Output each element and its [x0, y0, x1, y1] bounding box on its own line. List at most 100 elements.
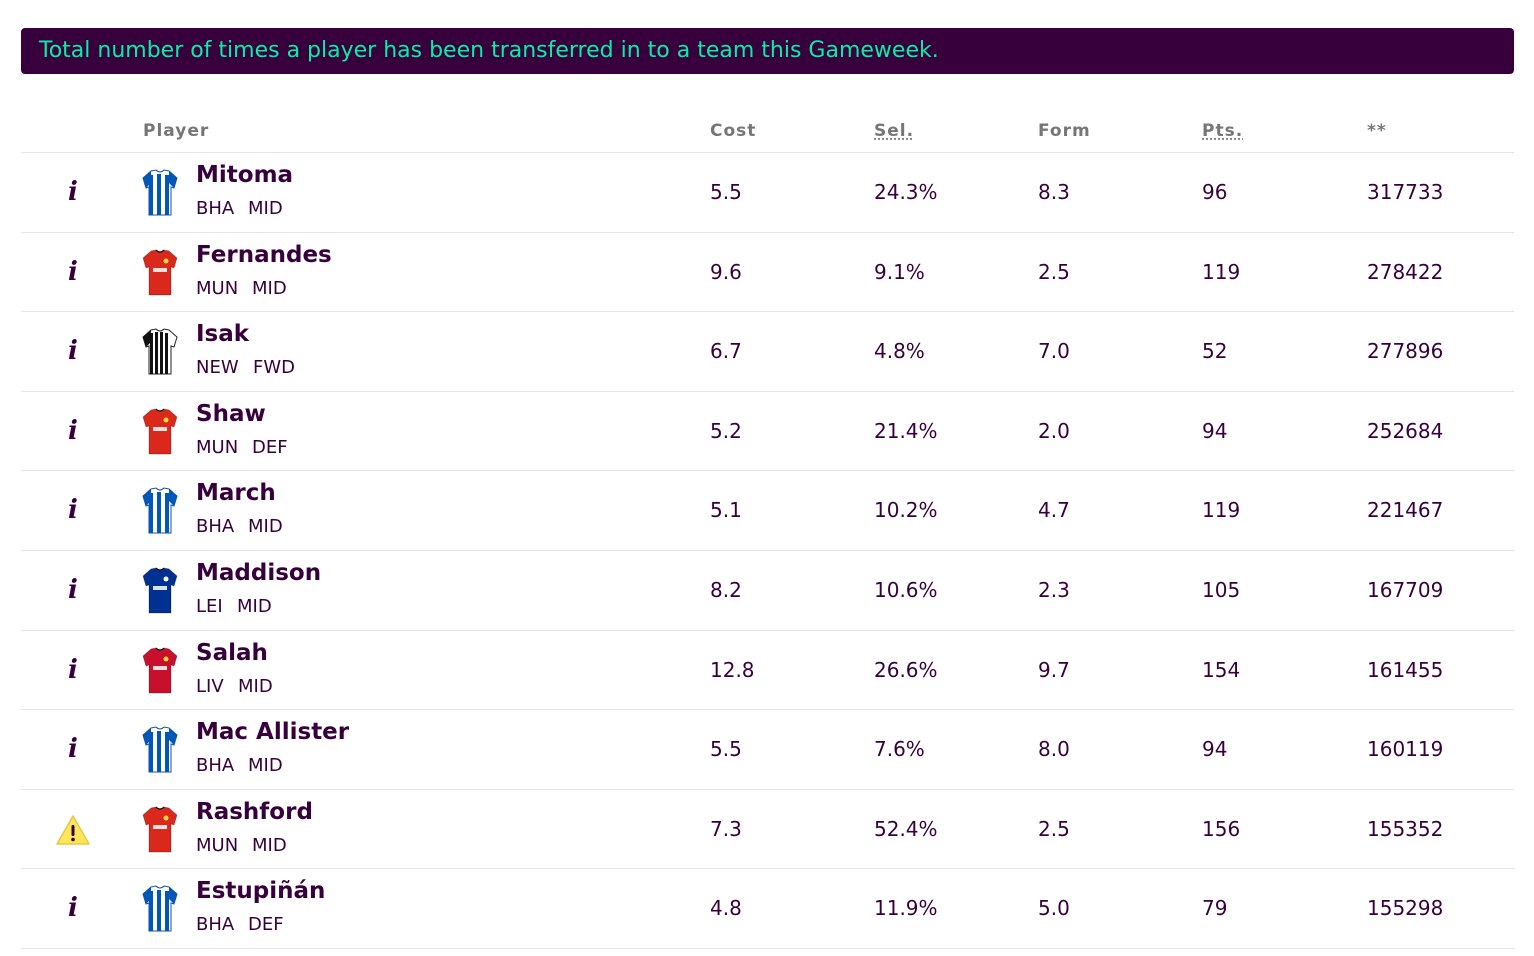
player-cost: 8.2: [710, 577, 742, 602]
team-shirt-icon: [142, 567, 178, 615]
player-name[interactable]: Mac Allister: [196, 719, 350, 746]
player-name[interactable]: Salah: [196, 639, 268, 666]
player-position: MID: [248, 755, 283, 777]
player-position: MID: [238, 675, 273, 697]
team-shirt-icon: [142, 249, 178, 297]
player-transfers-in: 155352: [1367, 816, 1444, 841]
player-team: BHA: [196, 516, 235, 538]
info-icon[interactable]: i: [68, 256, 78, 287]
info-icon[interactable]: i: [68, 177, 78, 207]
player-position: MID: [252, 277, 287, 299]
team-shirt-icon: [142, 806, 178, 854]
player-points: 154: [1202, 657, 1241, 682]
player-selected: 9.1%: [874, 259, 925, 284]
table-row[interactable]: i Mitoma BHA MID 5.5 24.3% 8.3 96 317733: [21, 153, 1514, 233]
info-icon[interactable]: i: [68, 734, 78, 765]
player-transfers-in: 155298: [1367, 896, 1444, 921]
player-position: MID: [237, 595, 272, 617]
player-form: 2.5: [1038, 816, 1070, 841]
player-form: 9.7: [1038, 657, 1070, 682]
player-form: 8.3: [1038, 180, 1070, 204]
player-cost: 5.2: [710, 418, 742, 443]
table-row[interactable]: i Fernandes MUN MID 9.6 9.1% 2.5 119 278…: [21, 233, 1514, 313]
player-name[interactable]: Fernandes: [196, 241, 332, 268]
header-points[interactable]: Pts.: [1202, 121, 1244, 141]
player-transfers-in: 252684: [1367, 418, 1444, 443]
header-form[interactable]: Form: [1038, 121, 1091, 141]
player-selected: 10.6%: [874, 577, 938, 602]
table-row[interactable]: i Maddison LEI MID 8.2 10.6% 2.3 105 167…: [21, 551, 1514, 631]
player-transfers-in: 221467: [1367, 498, 1444, 523]
team-shirt-icon: [142, 328, 178, 376]
table-row[interactable]: i Estupiñán BHA DEF 4.8 11.9% 5.0 79 155…: [21, 869, 1514, 949]
header-cost[interactable]: Cost: [710, 121, 757, 141]
player-form: 7.0: [1038, 339, 1070, 364]
player-team: MUN: [196, 436, 239, 458]
player-position: DEF: [248, 914, 284, 936]
player-transfers-in: 160119: [1367, 737, 1444, 762]
player-cost: 9.6: [710, 259, 742, 284]
player-selected: 10.2%: [874, 498, 938, 523]
player-name[interactable]: Isak: [196, 321, 250, 348]
player-points: 156: [1202, 816, 1241, 841]
player-position: MID: [248, 516, 283, 538]
player-team: NEW: [196, 357, 239, 379]
table-row[interactable]: i March BHA MID 5.1 10.2% 4.7 119 221467: [21, 471, 1514, 551]
player-name[interactable]: Rashford: [196, 798, 313, 825]
player-selected: 52.4%: [874, 816, 938, 841]
player-points: 52: [1202, 339, 1228, 364]
player-points: 79: [1202, 896, 1228, 921]
player-team: BHA: [196, 755, 235, 777]
player-form: 2.3: [1038, 577, 1070, 602]
player-selected: 26.6%: [874, 657, 938, 682]
info-icon[interactable]: i: [68, 415, 78, 446]
player-cost: 6.7: [710, 339, 742, 364]
info-icon[interactable]: i: [68, 574, 78, 605]
player-transfers-in: 278422: [1367, 259, 1444, 284]
header-player: Player: [143, 121, 210, 141]
table-row[interactable]: i Shaw MUN DEF 5.2 21.4% 2.0 94 252684: [21, 392, 1514, 472]
info-icon[interactable]: i: [68, 654, 78, 685]
info-icon[interactable]: i: [68, 336, 78, 367]
player-cost: 5.5: [710, 180, 742, 204]
player-position: FWD: [253, 357, 296, 379]
player-name[interactable]: Estupiñán: [196, 878, 326, 905]
player-points: 119: [1202, 498, 1241, 523]
info-icon[interactable]: i: [68, 495, 78, 526]
table-row[interactable]: i Isak NEW FWD 6.7 4.8% 7.0 52 277896: [21, 312, 1514, 392]
player-transfers-in: 277896: [1367, 339, 1444, 364]
player-cost: 4.8: [710, 896, 742, 921]
header-selected[interactable]: Sel.: [874, 121, 915, 141]
player-team: LIV: [196, 675, 224, 697]
player-form: 2.5: [1038, 259, 1070, 284]
player-name[interactable]: Shaw: [196, 400, 266, 427]
team-shirt-icon: [142, 726, 178, 774]
warning-icon[interactable]: [55, 814, 91, 846]
player-team: BHA: [196, 198, 235, 219]
player-table: Player Cost Sel. Form Pts. ** i Mitoma B…: [21, 108, 1514, 949]
player-selected: 21.4%: [874, 418, 938, 443]
player-name[interactable]: Mitoma: [196, 162, 294, 188]
table-row[interactable]: Rashford MUN MID 7.3 52.4% 2.5 156 15535…: [21, 790, 1514, 870]
player-form: 8.0: [1038, 737, 1070, 762]
team-shirt-icon: [142, 408, 178, 456]
header-transfers[interactable]: **: [1367, 121, 1387, 141]
player-position: MID: [252, 834, 287, 856]
player-points: 119: [1202, 259, 1241, 284]
player-selected: 4.8%: [874, 339, 925, 364]
player-cost: 5.1: [710, 498, 742, 523]
player-position: DEF: [252, 436, 288, 458]
player-selected: 11.9%: [874, 896, 938, 921]
player-name[interactable]: Maddison: [196, 559, 322, 586]
player-cost: 5.5: [710, 737, 742, 762]
player-cost: 12.8: [710, 657, 755, 682]
table-row[interactable]: i Salah LIV MID 12.8 26.6% 9.7 154 16145…: [21, 631, 1514, 711]
team-shirt-icon: [142, 885, 178, 933]
table-row[interactable]: i Mac Allister BHA MID 5.5 7.6% 8.0 94 1…: [21, 710, 1514, 790]
player-points: 94: [1202, 418, 1228, 443]
player-selected: 7.6%: [874, 737, 925, 762]
player-name[interactable]: March: [196, 480, 276, 507]
info-icon[interactable]: i: [68, 893, 78, 924]
player-position: MID: [248, 198, 283, 219]
team-shirt-icon: [142, 647, 178, 695]
